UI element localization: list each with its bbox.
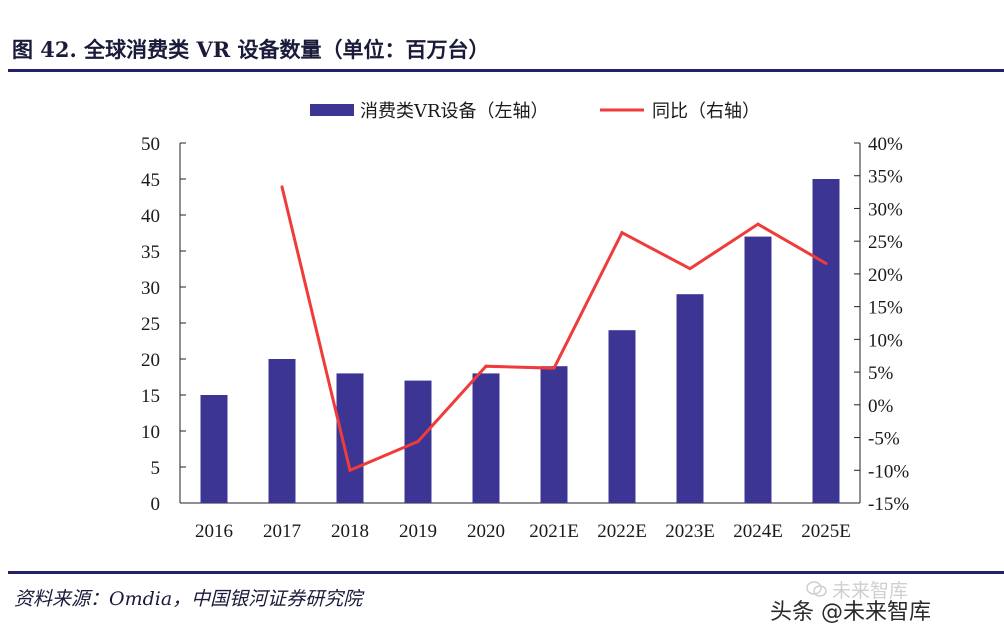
- legend-label-line: 同比（右轴）: [652, 101, 760, 122]
- yoy-point-2025E: [824, 261, 828, 265]
- right-axis-tick-label: 5%: [868, 363, 894, 384]
- yoy-point-2021E: [552, 366, 556, 370]
- bar-2022E: [608, 330, 636, 503]
- left-axis-tick-label: 30: [141, 278, 160, 299]
- right-axis-tick-label: 0%: [868, 396, 894, 417]
- right-axis-tick-label: -5%: [868, 429, 900, 450]
- right-axis-tick-label: -10%: [868, 461, 909, 482]
- watermark-top: 未来智库: [832, 580, 909, 602]
- right-axis-tick-label: 30%: [868, 199, 903, 220]
- left-axis-tick-label: 0: [151, 494, 161, 515]
- right-axis-tick-label: 15%: [868, 298, 903, 319]
- legend-swatch-bar: [310, 104, 354, 116]
- bar-2024E: [744, 236, 772, 503]
- left-axis-tick-label: 50: [141, 134, 160, 155]
- page-title: 图 42. 全球消费类 VR 设备数量（单位：百万台）: [12, 37, 490, 62]
- chart-area: 0 5 10 15 20 25 30 35 40 45 50 -15% -10% -5% 0% 5% 10% 15…: [141, 101, 909, 542]
- x-axis-tick-label: 2021E: [529, 521, 579, 542]
- right-axis-tick-label: -15%: [868, 494, 909, 515]
- footer-divider: [8, 571, 1004, 574]
- bar-2020: [472, 373, 500, 503]
- left-axis-tick-label: 35: [141, 242, 160, 263]
- left-axis-tick-label: 20: [141, 350, 160, 371]
- x-axis-tick-label: 2025E: [801, 521, 851, 542]
- bar-2017: [268, 359, 296, 503]
- yoy-point-2017: [280, 185, 284, 189]
- source-note: 资料来源：Omdia，中国银河证券研究院: [14, 588, 363, 610]
- yoy-point-2022E: [620, 231, 624, 235]
- x-axis-tick-label: 2018: [331, 521, 369, 542]
- wechat-icon: [806, 581, 827, 597]
- bar-2023E: [676, 294, 704, 503]
- left-axis-tick-label: 40: [141, 206, 160, 227]
- left-axis-tick-label: 15: [141, 386, 160, 407]
- x-axis-tick-label: 2023E: [665, 521, 715, 542]
- watermark-bottom: 头条 @未来智库: [770, 600, 931, 625]
- x-axis-tick-label: 2022E: [597, 521, 647, 542]
- right-axis-tick-label: 20%: [868, 265, 903, 286]
- right-axis-tick-label: 40%: [868, 134, 903, 155]
- bar-2016: [200, 395, 228, 503]
- x-axis-tick-label: 2016: [195, 521, 233, 542]
- bar-2021E: [540, 366, 568, 503]
- yoy-point-2023E: [688, 267, 692, 271]
- bar-2018: [336, 373, 364, 503]
- title-divider: [8, 69, 1004, 72]
- left-axis-tick-label: 25: [141, 314, 160, 335]
- x-axis-tick-label: 2020: [467, 521, 505, 542]
- bar-2025E: [812, 179, 840, 503]
- x-axis-tick-label: 2017: [263, 521, 301, 542]
- yoy-point-2018: [348, 468, 352, 472]
- legend-label-bar: 消费类VR设备（左轴）: [360, 101, 549, 122]
- right-axis-tick-label: 35%: [868, 167, 903, 188]
- right-axis-tick-label: 25%: [868, 232, 903, 253]
- x-axis-tick-label: 2019: [399, 521, 437, 542]
- yoy-point-2019: [416, 439, 420, 443]
- left-axis-tick-label: 45: [141, 170, 160, 191]
- yoy-point-2024E: [756, 222, 760, 226]
- yoy-point-2020: [484, 364, 488, 368]
- right-axis-tick-label: 10%: [868, 330, 903, 351]
- x-axis-tick-label: 2024E: [733, 521, 783, 542]
- left-axis-tick-label: 10: [141, 422, 160, 443]
- left-axis-tick-label: 5: [151, 458, 161, 479]
